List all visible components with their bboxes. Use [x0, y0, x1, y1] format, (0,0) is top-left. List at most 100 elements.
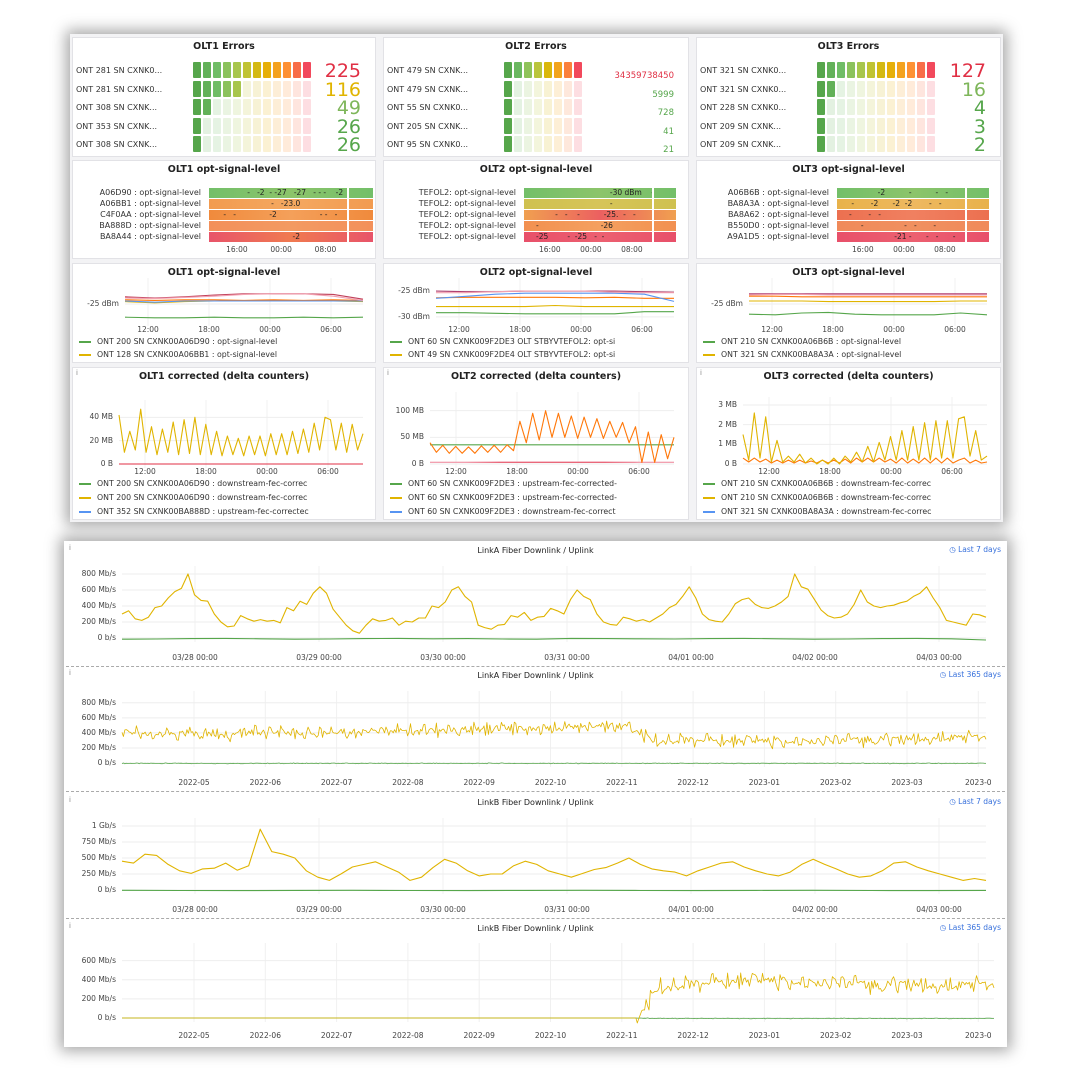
x-tick-label: 2023-01	[748, 1031, 781, 1040]
x-tick-label: 03/28 00:00	[172, 653, 218, 662]
legend-swatch	[703, 354, 715, 356]
series-line	[749, 295, 987, 298]
errors-panel-olt2: OLT2 Errors ONT 479 SN CXNK... 34359738450…	[383, 37, 689, 157]
gauge-cell	[263, 117, 271, 134]
panel-title: OLT1 opt-signal-level	[167, 267, 281, 278]
ont-label: ONT 209 SN CXNK...	[700, 121, 782, 131]
series-line	[748, 293, 987, 296]
series-line	[124, 300, 363, 303]
x-tick-label: 12:00	[137, 325, 159, 334]
gauge-cell	[817, 62, 825, 78]
legend-item[interactable]: ONT 321 SN CXNK00BA8A3A : opt-signal-lev…	[703, 350, 901, 359]
ont-label: ONT 321 SN CXNK0...	[700, 84, 787, 94]
gauge-cell	[847, 80, 855, 97]
legend-item[interactable]: ONT 210 SN CXNK00A06B6B : downstream-fec…	[703, 479, 931, 488]
gauge-cell	[544, 117, 552, 134]
legend-item[interactable]: ONT 321 SN CXNK00BA8A3A : downstream-fec…	[703, 507, 931, 516]
error-count: 728	[657, 108, 674, 118]
series-line	[436, 311, 674, 315]
y-tick-label: 200 Mb/s	[81, 617, 116, 626]
y-tick-label: 3 MB	[718, 400, 737, 409]
series-line	[124, 299, 364, 301]
legend-item[interactable]: ONT 200 SN CXNK00A06D90 : opt-signal-lev…	[79, 337, 277, 346]
error-count: 127	[949, 60, 986, 82]
time-range-button[interactable]: ◷ Last 7 days	[949, 545, 1001, 554]
ont-label: ONT 308 SN CXNK...	[76, 140, 158, 149]
bar-gauge	[193, 99, 311, 115]
x-tick-label: 2022-06	[249, 778, 281, 787]
legend-item[interactable]: ONT 60 SN CXNK009F2DE3 : downstream-fec-…	[390, 507, 616, 516]
row-label: C4F0AA : opt-signal-level	[100, 210, 201, 219]
gauge-cell	[907, 99, 915, 115]
gauge-cell	[233, 99, 241, 115]
gauge-cell	[293, 62, 301, 78]
legend-item[interactable]: ONT 352 SN CXNK00BA888D : upstream-fec-c…	[79, 507, 309, 516]
legend-item[interactable]: ONT 210 SN CXNK00A06B6B : downstream-fec…	[703, 493, 931, 502]
corrected-chart-olt3: i OLT3 corrected (delta counters) 3 MB 2 MB…	[696, 367, 1001, 520]
x-tick-label: 08:00	[314, 245, 337, 254]
x-tick-label: 00:00	[580, 245, 602, 254]
gauge-cell	[927, 136, 935, 152]
x-tick-label: 2022-12	[677, 1031, 709, 1040]
panel-title: LinkA Fiber Downlink / Uplink	[477, 546, 594, 555]
x-tick-label: 2023-0	[965, 778, 992, 787]
corrected-chart-olt2: i OLT2 corrected (delta counters) 100 MB 50…	[383, 367, 689, 520]
time-range-button[interactable]: ◷ Last 365 days	[940, 923, 1001, 932]
legend-item[interactable]: ONT 60 SN CXNK009F2DE3 OLT STBYVTEFOL2: …	[390, 337, 615, 346]
chart-plot	[435, 278, 675, 326]
series-line	[435, 296, 674, 299]
gauge-cell	[897, 80, 905, 97]
error-count: 116	[324, 78, 361, 101]
x-tick-label: 2022-05	[178, 778, 210, 787]
series-line	[124, 293, 364, 301]
legend-item[interactable]: ONT 60 SN CXNK009F2DE3 : upstream-fec-co…	[390, 479, 617, 488]
gauge-cell	[514, 80, 522, 97]
legend-item[interactable]: ONT 49 SN CXNK009F2DE4 OLT STBYVTEFOL2: …	[390, 350, 615, 359]
time-range-button[interactable]: ◷ Last 365 days	[940, 670, 1001, 679]
error-count: 225	[324, 60, 361, 82]
x-tick-label: 18:00	[506, 467, 528, 476]
gauge-cell	[243, 62, 251, 78]
legend-item[interactable]: ONT 200 SN CXNK00A06D90 : downstream-fec…	[79, 493, 307, 502]
ont-label: ONT 479 SN CXNK...	[387, 84, 469, 94]
info-icon: i	[69, 544, 71, 552]
gauge-cell	[917, 136, 925, 152]
gauge-cell	[554, 62, 562, 78]
gauge-cell	[223, 136, 231, 152]
x-tick-label: 08:00	[621, 245, 643, 254]
legend-item[interactable]: ONT 210 SN CXNK00A06B6B : opt-signal-lev…	[703, 337, 901, 346]
legend-item[interactable]: ONT 200 SN CXNK00A06D90 : downstream-fec…	[79, 479, 307, 488]
bar-gauge	[193, 136, 311, 152]
legend-item[interactable]: ONT 60 SN CXNK009F2DE3 : upstream-fec-co…	[390, 493, 617, 502]
y-tick-label: 200 Mb/s	[81, 742, 116, 752]
x-tick-label: 2023-02	[820, 1031, 852, 1040]
gauge-cell	[243, 136, 251, 152]
series-line	[748, 311, 988, 316]
panel-title: OLT2 opt-signal-level	[479, 267, 593, 278]
legend-label: ONT 200 SN CXNK00A06D90 : downstream-fec…	[97, 479, 308, 488]
gauge-cell	[847, 136, 855, 152]
y-tick-label: 0 B	[100, 459, 113, 468]
gauge-cell	[887, 80, 895, 97]
state-bar: - - - -	[837, 221, 989, 231]
gauge-cell	[504, 136, 512, 152]
gauge-cell	[817, 136, 825, 152]
legend-label: ONT 200 SN CXNK00A06D90 : downstream-fec…	[97, 493, 308, 502]
gauge-cell	[927, 80, 935, 97]
gauge-cell	[907, 62, 915, 78]
row-label: TEFOL2: opt-signal-level	[418, 221, 516, 230]
panel-title: OLT3 corrected (delta counters)	[763, 371, 934, 382]
ont-label: ONT 281 SN CXNK0...	[76, 66, 163, 75]
signal-chart-olt3: OLT3 opt-signal-level -25 dBm 12:00 18:00 00…	[696, 263, 1001, 363]
gauge-cell	[907, 136, 915, 152]
legend-item[interactable]: ONT 128 SN CXNK00A06BB1 : opt-signal-lev…	[79, 350, 277, 359]
time-range-button[interactable]: ◷ Last 7 days	[949, 797, 1001, 806]
x-tick-label: 2022-10	[534, 1031, 567, 1040]
gauge-cell	[927, 117, 935, 134]
gauge-cell	[243, 117, 251, 134]
panel-title: LinkB Fiber Downlink / Uplink	[477, 924, 594, 933]
gauge-cell	[283, 117, 291, 134]
info-icon: i	[387, 369, 389, 377]
x-tick-label: 03/30 00:00	[420, 653, 466, 662]
signal-chart-olt1: OLT1 opt-signal-level -25 dBm 12:00 18:00 00…	[72, 263, 376, 363]
